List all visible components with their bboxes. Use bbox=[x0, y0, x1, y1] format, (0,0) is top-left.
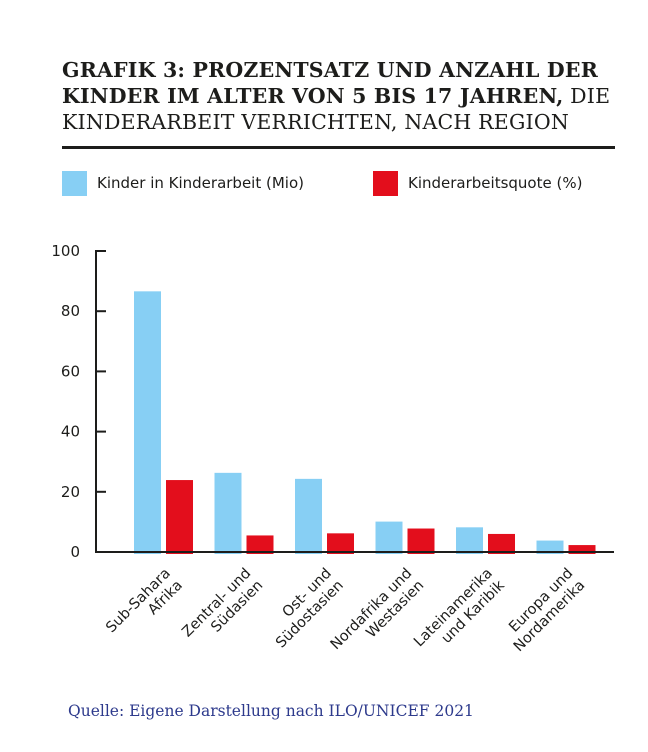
y-tick-label: 80 bbox=[61, 302, 80, 320]
bar-rate bbox=[568, 545, 596, 554]
x-tick-label: Nordafrika undWestasien bbox=[328, 566, 428, 666]
title-divider bbox=[62, 146, 615, 149]
legend-item-rate: Kinderarbeitsquote (%) bbox=[373, 170, 582, 196]
x-tick-label: Lateinamerikaund Karibik bbox=[411, 565, 508, 662]
x-tick-label: Europa undNordamerika bbox=[499, 566, 589, 656]
bar-children bbox=[134, 291, 161, 554]
y-tick-label: 20 bbox=[61, 483, 80, 501]
bar-children bbox=[214, 472, 242, 554]
legend-label: Kinderarbeitsquote (%) bbox=[408, 174, 583, 192]
legend-label: Kinder in Kinderarbeit (Mio) bbox=[97, 174, 304, 192]
bar-rate bbox=[327, 533, 354, 554]
y-tick-label: 0 bbox=[70, 543, 80, 561]
x-tick-label: Zentral- undSüdasien bbox=[179, 566, 266, 653]
source-note: Quelle: Eigene Darstellung nach ILO/UNIC… bbox=[68, 702, 474, 720]
legend-swatch-blue bbox=[62, 170, 87, 196]
bar-rate bbox=[246, 535, 274, 554]
y-tick-label: 40 bbox=[61, 423, 80, 441]
y-tick-label: 60 bbox=[61, 362, 80, 380]
bar-children bbox=[456, 527, 483, 554]
bar-rate bbox=[488, 533, 515, 554]
bar-children bbox=[295, 478, 322, 554]
legend-swatch-red bbox=[373, 170, 398, 196]
bar-children bbox=[375, 521, 403, 554]
title-regular: DIE KINDERARBEIT VERRICHTEN, NACH REGION bbox=[62, 84, 611, 134]
bar-rate bbox=[166, 480, 193, 554]
title-bold: GRAFIK 3: PROZENTSATZ UND ANZAHL DER KIN… bbox=[62, 58, 598, 108]
legend-item-children: Kinder in Kinderarbeit (Mio) bbox=[62, 170, 304, 196]
chart-title: GRAFIK 3: PROZENTSATZ UND ANZAHL DER KIN… bbox=[62, 57, 622, 135]
y-tick-label: 100 bbox=[51, 242, 80, 260]
bar-children bbox=[536, 540, 564, 554]
x-tick-label: Sub-SaharaAfrika bbox=[103, 566, 186, 649]
bar-rate bbox=[407, 528, 435, 554]
